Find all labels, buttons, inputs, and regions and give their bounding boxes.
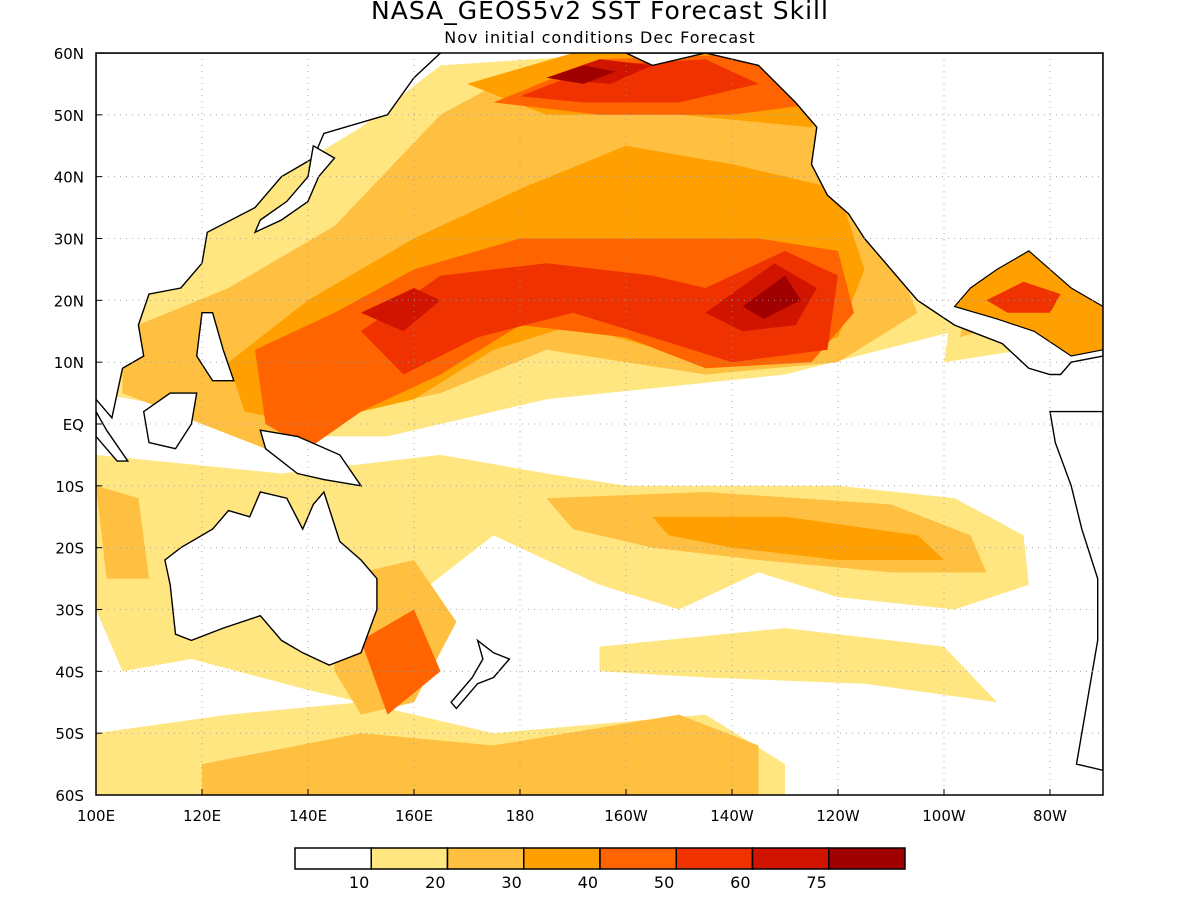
colorbar-label: 75	[806, 873, 826, 892]
colorbar-swatch	[599, 847, 677, 870]
land-philippines	[195, 312, 235, 382]
land-borneo	[142, 392, 198, 450]
skill-contour-level-1	[599, 628, 997, 703]
skill-contour-level-2	[96, 485, 149, 579]
colorbar-label: 20	[425, 873, 445, 892]
x-tick-label: 80W	[1033, 807, 1067, 825]
y-tick-label: 30S	[55, 602, 84, 620]
skill-contour-level-5	[520, 59, 759, 103]
land-australia	[164, 490, 378, 666]
x-tick-label: 120W	[816, 807, 860, 825]
y-tick-label: 10N	[54, 354, 84, 372]
x-tick-label: 140W	[710, 807, 754, 825]
skill-contour-level-7	[742, 275, 801, 319]
colorbar-label: 40	[578, 873, 598, 892]
x-tick-label: 140E	[289, 807, 327, 825]
colorbar-swatch	[523, 847, 601, 870]
x-tick-label: 100W	[922, 807, 966, 825]
land-japan	[253, 144, 336, 234]
y-tick-label: 60N	[54, 45, 84, 63]
y-tick-label: 30N	[54, 231, 84, 249]
land-new-zealand	[450, 638, 511, 710]
x-tick-label: 160E	[395, 807, 433, 825]
x-tick-label: 120E	[183, 807, 221, 825]
colorbar: 10 20 30 40 50 60 75	[294, 847, 906, 892]
colorbar-label: 60	[730, 873, 750, 892]
y-tick-label: 60S	[55, 787, 84, 805]
x-tick-label: 180	[506, 807, 535, 825]
map-subtitle: Nov initial conditions Dec Forecast	[444, 28, 756, 47]
y-tick-label: EQ	[63, 416, 84, 434]
colorbar-label: 50	[654, 873, 674, 892]
y-tick-label: 40S	[55, 663, 84, 681]
caribbean-high-skill	[986, 281, 1061, 313]
y-tick-label: 50S	[55, 725, 84, 743]
y-tick-label: 20S	[55, 540, 84, 558]
colorbar-swatch	[675, 847, 754, 870]
axis-ticks: 100E 120E 140E 160E 180 160W 140W 120W 100W 80W 60…	[54, 45, 1067, 825]
colorbar-swatch	[446, 847, 525, 870]
y-tick-label: 20N	[54, 292, 84, 310]
colorbar-label: 10	[349, 873, 369, 892]
colorbar-swatch	[828, 847, 906, 870]
colorbar-swatch	[751, 847, 830, 870]
land-new-guinea	[259, 429, 363, 487]
land-sumatra	[96, 410, 130, 462]
skill-contour-level-6	[361, 288, 441, 332]
skill-contour-level-2	[202, 714, 759, 795]
colorbar-swatch	[294, 847, 372, 870]
skill-contour-level-3	[652, 516, 944, 560]
land-asia	[96, 53, 442, 420]
map-title: NASA_GEOS5v2 SST Forecast Skill	[371, 0, 829, 25]
colorbar-label: 30	[501, 873, 521, 892]
coastlines	[96, 53, 1103, 772]
y-tick-label: 40N	[54, 169, 84, 187]
x-tick-label: 160W	[604, 807, 648, 825]
skill-contour-level-4	[361, 609, 441, 715]
land-south-america	[1049, 410, 1103, 772]
skill-contour-level-7	[546, 65, 616, 84]
y-tick-label: 10S	[55, 478, 84, 496]
x-tick-label: 100E	[77, 807, 115, 825]
skill-contour-level-5	[361, 250, 838, 375]
y-tick-label: 50N	[54, 107, 84, 125]
colorbar-swatch	[370, 847, 449, 870]
